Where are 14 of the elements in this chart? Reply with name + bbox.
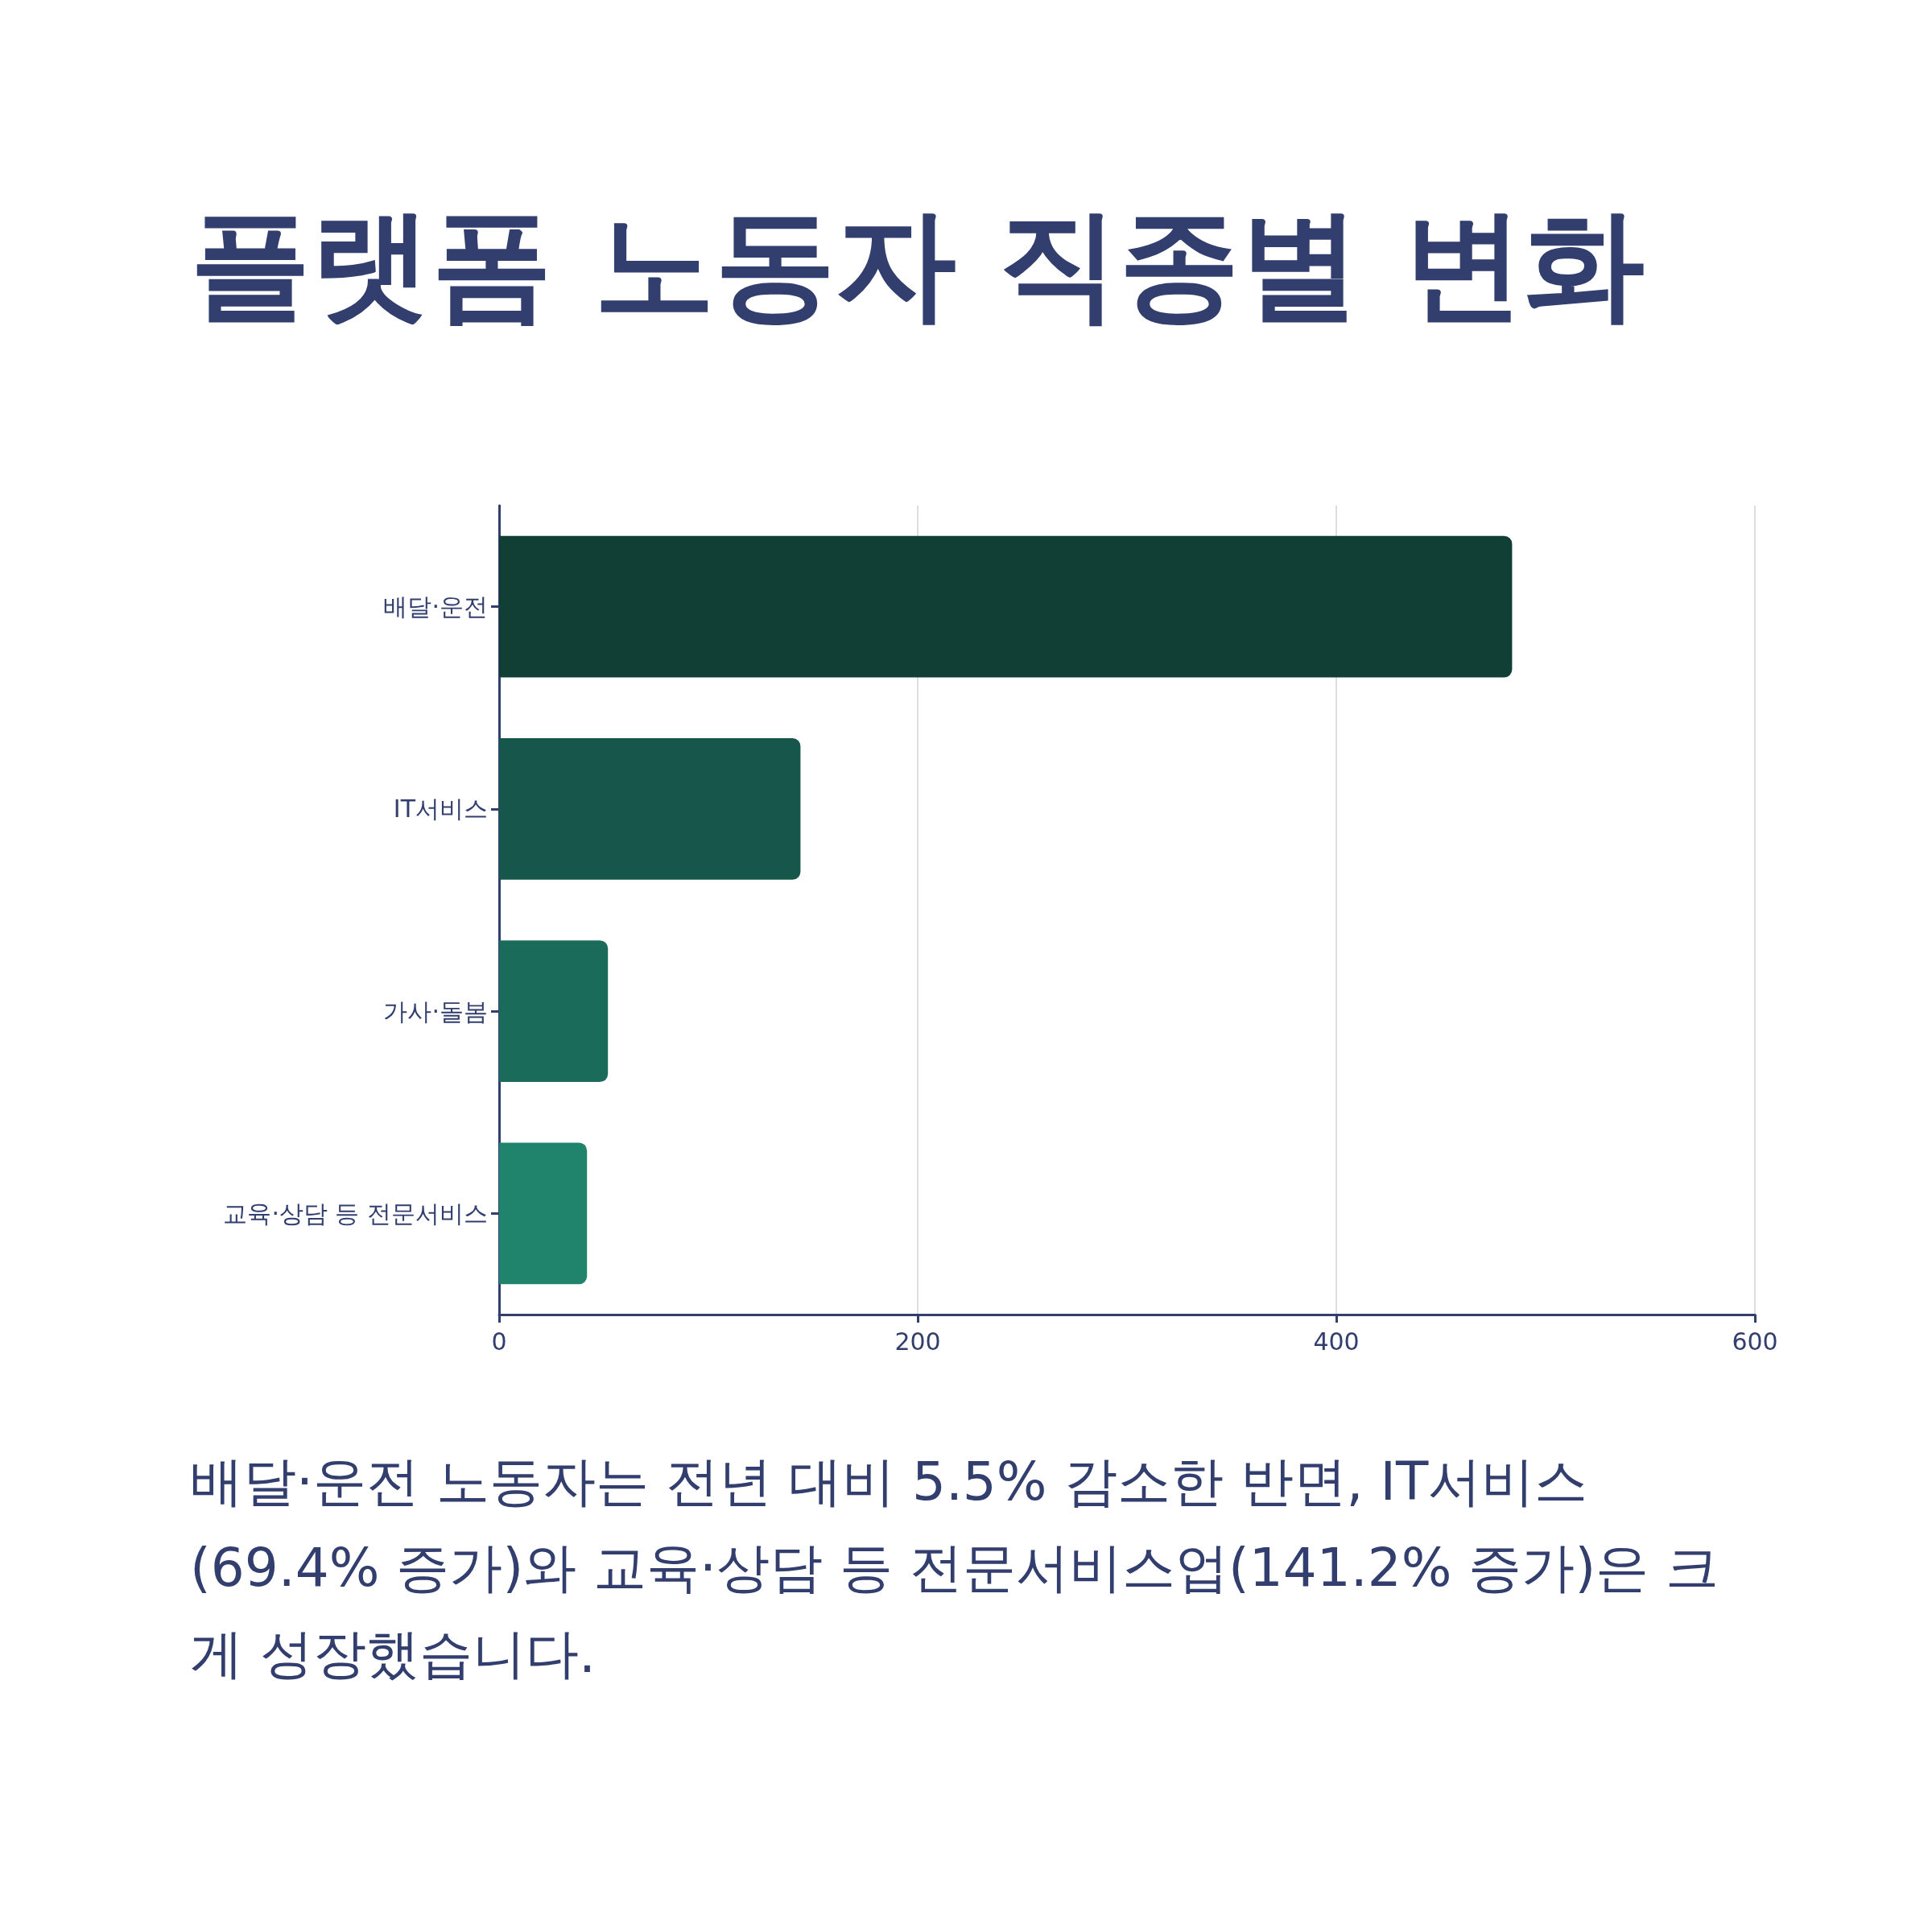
y-tick-label: IT서비스	[393, 795, 488, 824]
chart-title: 플랫폼 노동자 직종별 변화	[190, 193, 1645, 336]
x-tick-label: 600	[1732, 1327, 1778, 1356]
bar	[499, 535, 1513, 678]
y-tick-label: 가사·돌봄	[383, 997, 488, 1026]
bar	[499, 940, 609, 1083]
y-tick-label: 배달·운전	[383, 592, 488, 621]
x-tick-label: 0	[491, 1327, 507, 1356]
y-tick-label: 교육·상담 등 전문서비스	[223, 1199, 488, 1228]
text: 배달·운전 노동자는 전년 대비 5.5% 감소한 반면, IT서비스(69.4% 증가)와 교육·상담 등 전문서비스업(141.2% 증가)은 크게 성장했습니다.	[190, 1450, 1720, 1686]
bar	[499, 737, 801, 880]
x-tick-label: 400	[1313, 1327, 1360, 1356]
x-tick-label: 200	[894, 1327, 941, 1356]
bar	[499, 1142, 588, 1285]
